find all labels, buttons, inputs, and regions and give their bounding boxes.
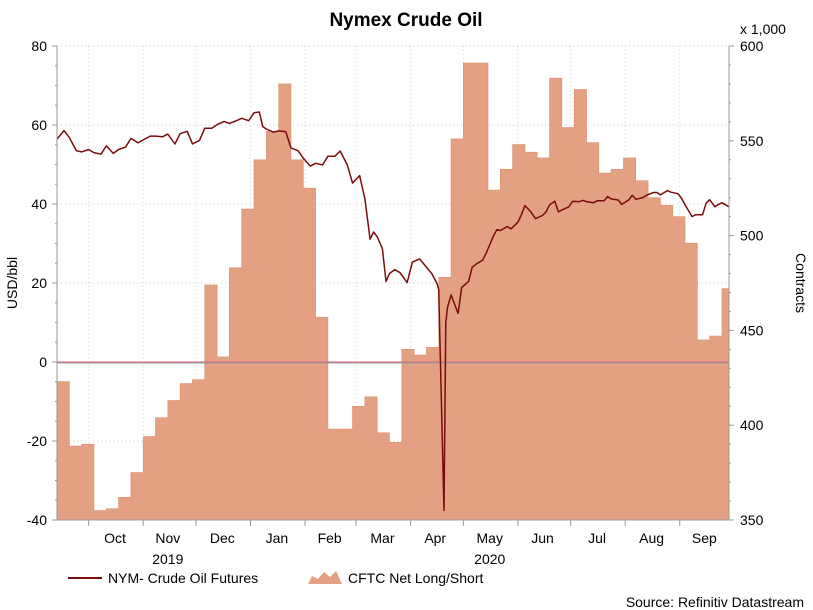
right-tick-label: 400	[740, 417, 764, 433]
series-nym-crude-oil-futures	[56, 111, 730, 512]
x-tick-label: Aug	[639, 530, 664, 546]
left-tick-label: 80	[31, 38, 47, 54]
crude-oil-futures-line	[56, 111, 730, 512]
x-year-label: 2019	[152, 551, 183, 567]
zero-line	[57, 361, 729, 364]
x-tick-label: Oct	[104, 530, 126, 546]
x-tick-label: Jan	[266, 530, 289, 546]
x-tick-label: Sep	[692, 530, 717, 546]
chart-title: Nymex Crude Oil	[329, 10, 482, 31]
left-tick-label: 0	[39, 354, 47, 370]
left-tick-label: -20	[27, 433, 47, 449]
x-tick-label: Jun	[531, 530, 554, 546]
right-tick-label: 500	[740, 228, 764, 244]
right-axis-multiplier: x 1,000	[740, 21, 786, 37]
right-axis-label: Contracts	[793, 253, 809, 313]
legend-label-cftc: CFTC Net Long/Short	[348, 570, 483, 586]
x-tick-label: Jul	[588, 530, 606, 546]
legend-swatch-cftc	[308, 571, 342, 584]
x-tick-label: Mar	[370, 530, 394, 546]
x-tick-label: Nov	[155, 530, 180, 546]
legend: NYM- Crude Oil Futures CFTC Net Long/Sho…	[68, 570, 483, 586]
left-axis-ticks: -40 -20 0 20 40 60 80	[27, 38, 57, 528]
right-tick-label: 600	[740, 38, 764, 54]
x-tick-label: Apr	[424, 530, 446, 546]
left-tick-label: 20	[31, 275, 47, 291]
right-tick-label: 350	[740, 512, 764, 528]
x-tick-label: May	[477, 530, 503, 546]
left-tick-label: -40	[27, 512, 47, 528]
x-tick-label: Feb	[318, 530, 342, 546]
cftc-net-long-short-area	[56, 62, 730, 521]
x-tick-label: Dec	[210, 530, 235, 546]
right-axis-ticks: 350 400 450 500 550 600	[729, 38, 764, 528]
source-note: Source: Refinitiv Datastream	[626, 594, 804, 610]
series-cftc-net-long-short	[56, 62, 730, 521]
left-axis-label: USD/bbl	[4, 257, 20, 309]
left-tick-label: 40	[31, 196, 47, 212]
right-tick-label: 550	[740, 133, 764, 149]
x-year-label: 2020	[474, 551, 505, 567]
legend-label-crude-oil: NYM- Crude Oil Futures	[108, 570, 258, 586]
left-tick-label: 60	[31, 117, 47, 133]
right-tick-label: 450	[740, 322, 764, 338]
x-axis-ticks: Oct Nov Dec Jan Feb Mar Apr May Jun Jul Aug Sep 2019…	[88, 520, 717, 567]
